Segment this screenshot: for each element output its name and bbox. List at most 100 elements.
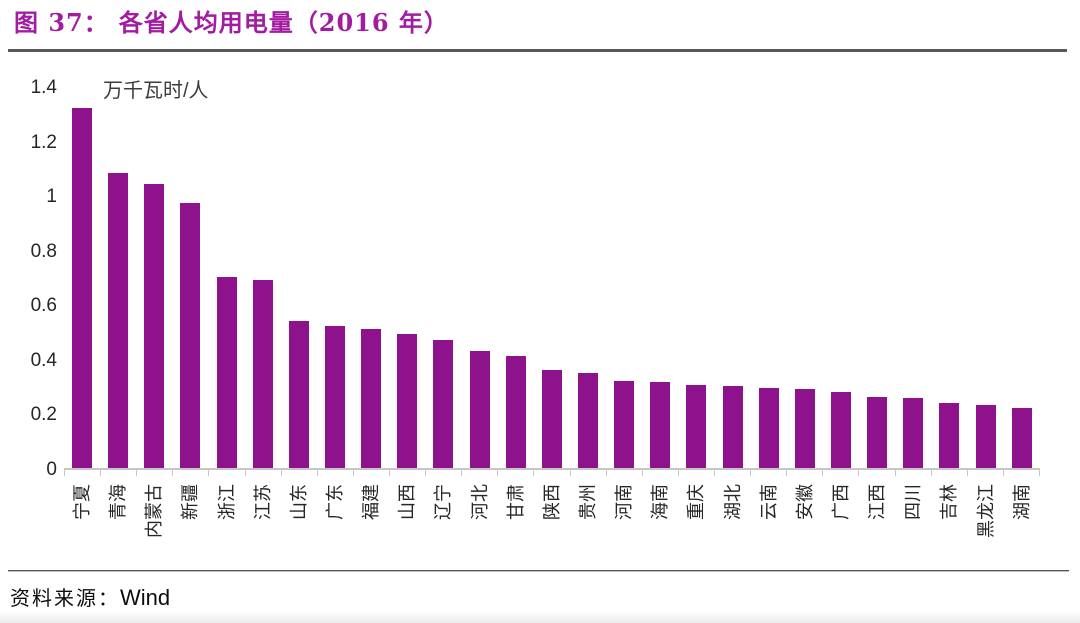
bar <box>325 326 346 468</box>
bar <box>288 320 309 468</box>
x-axis-tick <box>426 470 463 476</box>
x-axis-tick <box>498 470 535 476</box>
bar <box>578 372 599 468</box>
x-axis-label: 内蒙古 <box>144 484 165 538</box>
bar-slot <box>209 88 245 468</box>
x-axis-tick <box>462 470 499 476</box>
y-axis-tick-label: 1.2 <box>30 131 57 153</box>
x-axis-label-cell: 湖北 <box>715 476 751 572</box>
y-axis-tick-label: 0.6 <box>30 295 57 317</box>
x-axis-label-cell: 重庆 <box>678 476 714 572</box>
bar <box>1011 407 1032 468</box>
x-axis-label-cell: 四川 <box>895 476 931 572</box>
y-axis-tick-label: 0.4 <box>30 349 57 371</box>
bar-slot <box>751 88 787 468</box>
x-axis-label-cell: 甘肃 <box>498 476 534 572</box>
bar <box>361 328 382 468</box>
x-axis-tick <box>1004 470 1040 476</box>
bar <box>252 279 273 468</box>
bar <box>108 173 129 468</box>
y-axis-unit-label: 万千瓦时/人 <box>103 80 209 102</box>
x-axis-label: 河南 <box>614 484 635 520</box>
x-axis-tick <box>209 470 246 476</box>
bar <box>72 107 93 468</box>
x-axis-tick <box>65 470 102 476</box>
bar-slot <box>968 88 1004 468</box>
source-label: 资料来源： <box>10 586 120 610</box>
x-axis-tick <box>823 470 860 476</box>
bar <box>180 203 201 468</box>
x-axis-label: 福建 <box>361 484 382 520</box>
x-axis-label: 黑龙江 <box>975 484 996 538</box>
x-axis-tick <box>534 470 571 476</box>
x-axis-label: 山西 <box>397 484 418 520</box>
x-axis-label-cell: 福建 <box>353 476 389 572</box>
bar <box>686 384 707 468</box>
x-axis-tick <box>173 470 210 476</box>
bar-slot <box>715 88 751 468</box>
bar <box>433 339 454 468</box>
x-axis-label: 广西 <box>831 484 852 520</box>
source-value: Wind <box>120 585 171 610</box>
bar-slot <box>859 88 895 468</box>
x-axis-tick <box>246 470 282 476</box>
bottom-fade-decoration <box>0 611 1080 623</box>
x-axis-label: 云南 <box>758 484 779 520</box>
bar <box>831 391 852 468</box>
bar-slot <box>895 88 931 468</box>
x-axis-label-cell: 山东 <box>281 476 317 572</box>
y-axis-tick-label: 1 <box>46 186 57 208</box>
bar-slot <box>534 88 570 468</box>
bar-slot <box>823 88 859 468</box>
x-axis-label: 湖北 <box>722 484 743 520</box>
bar-slot <box>425 88 461 468</box>
x-axis-label: 重庆 <box>686 484 707 520</box>
x-axis-tick <box>896 470 932 476</box>
x-axis-label: 江西 <box>867 484 888 520</box>
bar <box>758 387 779 468</box>
x-axis-tick <box>715 470 752 476</box>
bar <box>903 398 924 468</box>
bar-slot <box>245 88 281 468</box>
x-axis-label: 青海 <box>108 484 129 520</box>
x-axis-tick <box>932 470 968 476</box>
x-axis-label: 四川 <box>903 484 924 520</box>
bar-slot <box>1004 88 1040 468</box>
x-axis-label: 安徽 <box>794 484 815 520</box>
bar-slot <box>606 88 642 468</box>
x-axis-tick <box>318 470 354 476</box>
bar-slot <box>462 88 498 468</box>
x-axis-label-cell: 广西 <box>823 476 859 572</box>
y-axis-tick-label: 0.2 <box>30 404 57 426</box>
bar <box>614 380 635 468</box>
x-axis-label-cell: 内蒙古 <box>136 476 172 572</box>
bar <box>397 334 418 468</box>
source-line: 资料来源：Wind <box>10 582 170 611</box>
x-axis-label: 广东 <box>325 484 346 520</box>
x-axis-label-cell: 河北 <box>462 476 498 572</box>
x-axis-label: 吉林 <box>939 484 960 520</box>
x-axis-tick <box>571 470 607 476</box>
x-axis-tick <box>101 470 138 476</box>
figure-title-text: 各省人均用电量（2016 年） <box>118 8 449 37</box>
x-axis-label: 河北 <box>469 484 490 520</box>
x-axis-tick <box>679 470 715 476</box>
bar <box>722 386 743 468</box>
bar-slot <box>678 88 714 468</box>
x-axis-tick <box>787 470 824 476</box>
bar-slot <box>389 88 425 468</box>
bar-chart-plot: 万千瓦时/人 宁夏 青海 内蒙古 新疆 浙江 江苏 山东 广东 福建 山西 辽宁 河北 甘肃 陕西 贵州 河南… <box>64 80 1040 572</box>
x-axis-label-cell: 江苏 <box>245 476 281 572</box>
x-axis-tick <box>137 470 174 476</box>
x-axis-tick <box>607 470 643 476</box>
bar <box>216 277 237 468</box>
bars-area <box>64 88 1040 470</box>
x-axis-tick <box>859 470 896 476</box>
bar-slot <box>136 88 172 468</box>
x-axis-label-cell: 黑龙江 <box>968 476 1004 572</box>
bar <box>650 382 671 468</box>
x-axis-label-cell: 贵州 <box>570 476 606 572</box>
x-axis-label: 山东 <box>288 484 309 520</box>
figure-title: 图 37： 各省人均用电量（2016 年） <box>14 8 449 38</box>
x-axis-label: 甘肃 <box>505 484 526 520</box>
